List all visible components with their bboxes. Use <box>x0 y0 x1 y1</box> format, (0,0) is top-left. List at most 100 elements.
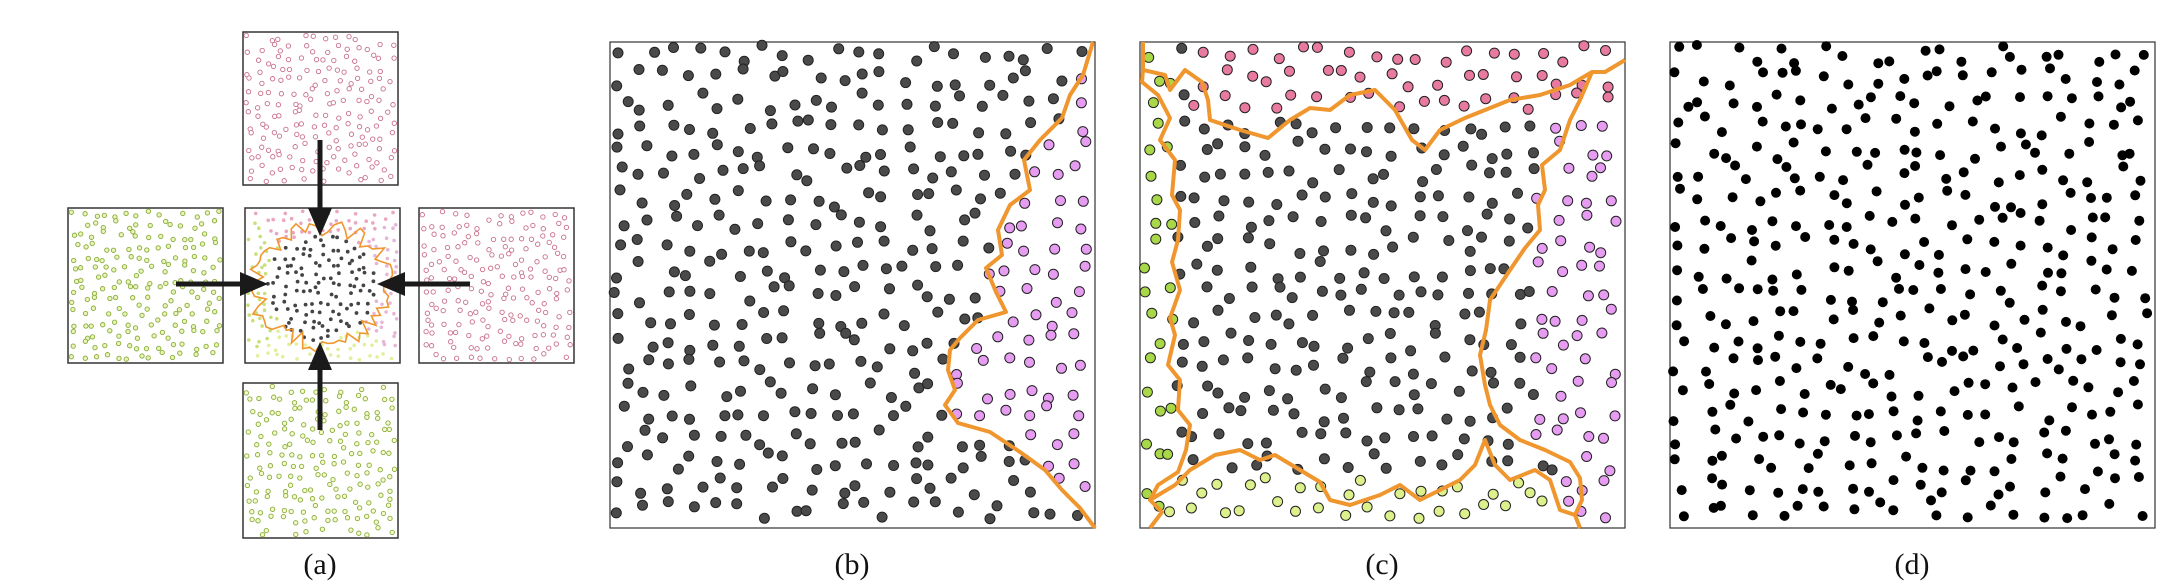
point <box>368 108 374 114</box>
point <box>419 212 425 218</box>
point <box>348 81 354 87</box>
point <box>1909 98 1920 109</box>
point <box>144 247 150 253</box>
point <box>1218 195 1230 207</box>
point <box>1993 177 2004 188</box>
panel-d-final-points <box>1668 40 2156 529</box>
point <box>1073 286 1085 298</box>
point <box>1273 53 1285 65</box>
point <box>448 339 454 345</box>
point <box>192 225 198 231</box>
point <box>1829 234 1840 245</box>
point <box>2016 64 2027 75</box>
point <box>319 526 326 532</box>
point <box>379 325 384 330</box>
point <box>200 328 206 335</box>
point <box>260 121 266 127</box>
point <box>1025 117 1037 129</box>
point <box>738 355 750 367</box>
point <box>1080 136 1092 148</box>
point <box>298 55 305 61</box>
point <box>1699 243 1710 254</box>
point <box>301 289 306 294</box>
point <box>1079 481 1091 492</box>
point <box>764 376 776 388</box>
point <box>518 341 524 347</box>
point <box>170 289 177 295</box>
point <box>1826 103 1837 114</box>
point <box>246 303 250 308</box>
point <box>1825 294 1836 305</box>
point <box>1700 215 1711 226</box>
point <box>1768 285 1779 296</box>
point <box>1674 41 1685 52</box>
point <box>272 113 278 120</box>
point <box>1773 487 1784 498</box>
point <box>1829 262 1840 273</box>
point <box>784 357 795 369</box>
point <box>2075 321 2086 332</box>
point <box>1549 315 1561 327</box>
point <box>313 56 320 63</box>
point <box>1051 439 1063 451</box>
point <box>663 286 675 298</box>
point <box>2056 268 2067 279</box>
point <box>1175 190 1187 202</box>
point <box>766 118 778 130</box>
point <box>267 450 273 456</box>
point <box>2110 49 2121 60</box>
point <box>292 235 296 239</box>
point <box>1898 336 1909 347</box>
point <box>451 344 457 351</box>
point <box>1980 267 1991 277</box>
point <box>352 284 357 289</box>
point <box>1766 462 1777 473</box>
point <box>474 226 480 232</box>
point <box>1414 191 1426 203</box>
point <box>1995 285 2006 296</box>
point <box>959 214 971 226</box>
point <box>2132 339 2143 350</box>
point <box>1870 147 1881 158</box>
point <box>1311 41 1323 53</box>
point <box>70 343 76 349</box>
point <box>132 233 138 239</box>
point <box>377 467 383 473</box>
point <box>357 267 362 272</box>
point <box>937 353 949 365</box>
point <box>331 309 335 314</box>
point <box>1201 240 1213 252</box>
point <box>499 309 505 315</box>
point <box>665 318 676 330</box>
point <box>1052 168 1064 180</box>
point <box>529 300 535 306</box>
point <box>2142 308 2153 319</box>
point <box>95 274 102 280</box>
point <box>683 309 695 320</box>
point <box>811 464 823 475</box>
point <box>1384 510 1396 522</box>
point <box>82 310 89 317</box>
point <box>837 498 849 510</box>
point <box>615 239 627 251</box>
point <box>929 496 941 508</box>
point <box>302 246 306 251</box>
point <box>636 197 648 209</box>
point <box>528 236 535 242</box>
point <box>247 396 253 402</box>
point <box>348 347 353 351</box>
point <box>1307 309 1319 321</box>
point <box>2041 51 2052 62</box>
point <box>294 131 300 138</box>
point <box>519 286 526 292</box>
panel-c-seam-top <box>1141 42 1627 152</box>
point <box>2037 199 2048 210</box>
point <box>1602 91 1614 103</box>
point <box>82 338 89 344</box>
point <box>1378 168 1389 180</box>
point <box>1767 216 1778 227</box>
point <box>265 488 271 494</box>
point <box>145 355 151 361</box>
arrow-left-icon <box>377 272 470 296</box>
point <box>385 502 392 508</box>
